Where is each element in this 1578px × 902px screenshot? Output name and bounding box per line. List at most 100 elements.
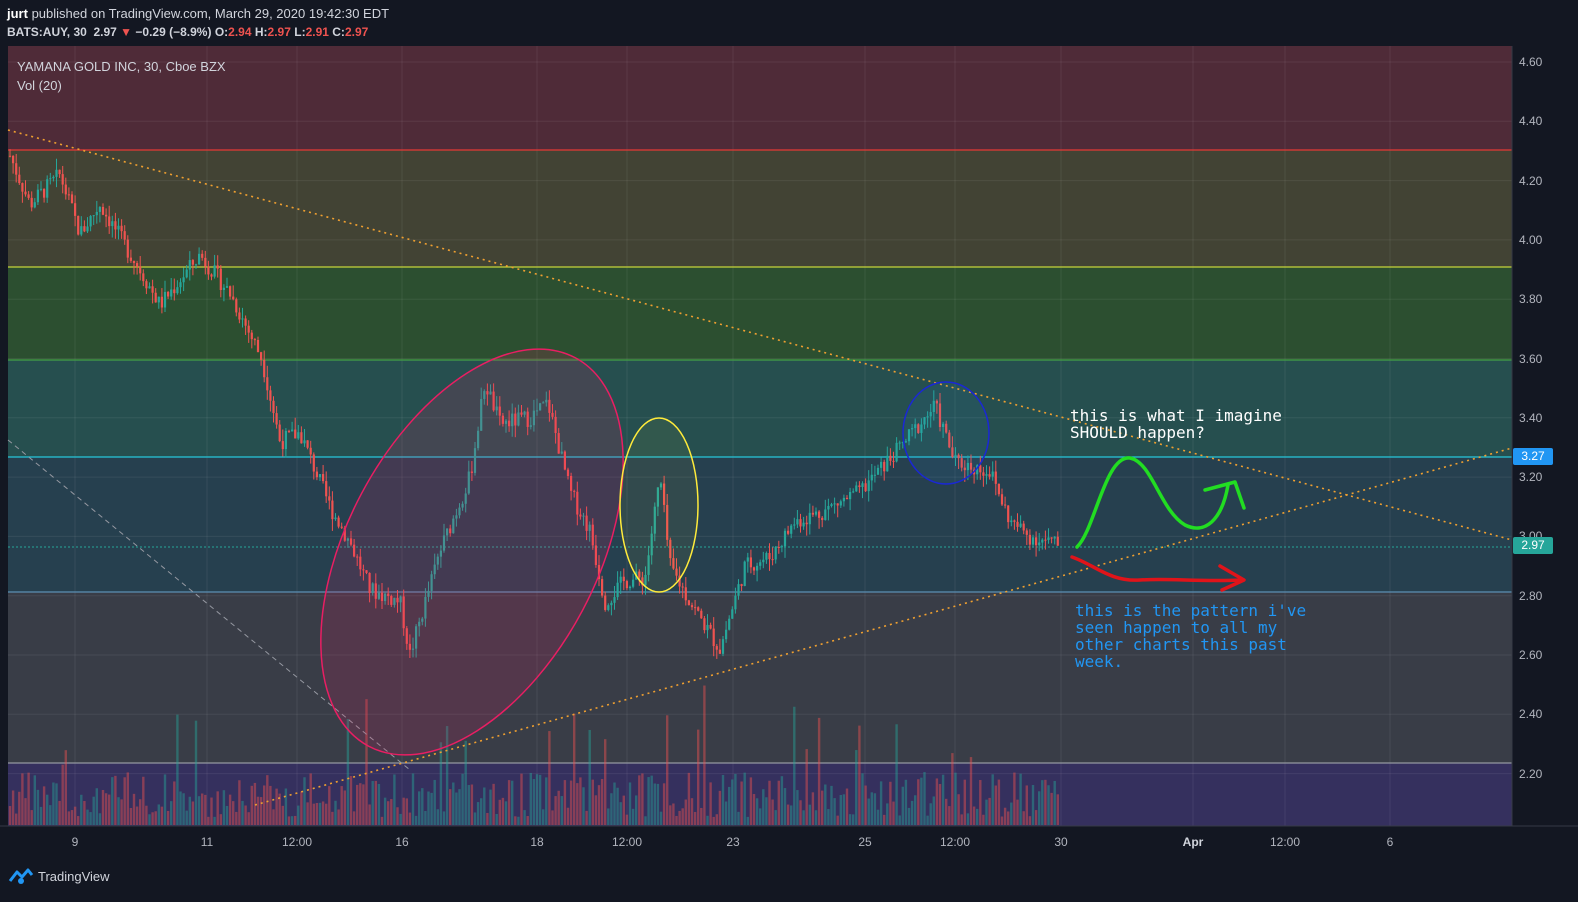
candle-body (768, 553, 771, 560)
volume-bar (706, 815, 709, 825)
volume-bar (194, 720, 198, 825)
green-arrowhead (1203, 480, 1246, 510)
high-label: H: (254, 25, 268, 39)
volume-bar (969, 757, 973, 825)
volume-bar (852, 814, 855, 825)
candle-body (294, 429, 297, 439)
candle-body (232, 296, 235, 300)
candle-body (182, 277, 185, 283)
volume-bar (790, 805, 793, 825)
volume-bar (250, 785, 253, 825)
candle-body (89, 216, 92, 227)
candle-body (387, 593, 390, 597)
candle-body (415, 626, 418, 649)
volume-bar (483, 787, 486, 825)
volume-bar (436, 809, 439, 825)
candle-body (864, 483, 867, 492)
candle-body (123, 231, 126, 240)
volume-bar (920, 777, 923, 825)
volume-bar (8, 806, 12, 825)
candle-body (759, 562, 762, 566)
drawings[interactable] (7, 129, 1513, 806)
volume-bar (433, 779, 436, 825)
author-name[interactable]: jurt (7, 6, 28, 21)
candle-body (349, 538, 353, 545)
volume-bar (135, 806, 139, 825)
candle-body (8, 155, 12, 157)
volume-bar (557, 790, 560, 825)
price-change: −0.29 (−8.9%) (135, 25, 212, 39)
candle-body (1031, 537, 1035, 545)
symbol-label[interactable]: BATS:AUY, 30 (7, 25, 87, 39)
volume-bar (201, 793, 204, 825)
candle-body (256, 339, 260, 353)
volume-bar (359, 783, 362, 825)
candle-body (597, 564, 601, 580)
volume-bar (210, 797, 213, 825)
volume-bar (334, 800, 337, 825)
volume-bar (290, 816, 294, 825)
candle-body (151, 286, 154, 293)
candle-body (291, 429, 294, 432)
candle-body (663, 483, 666, 505)
volume-bar (563, 780, 567, 825)
green-projection-arrow (1075, 456, 1230, 549)
volume-bar (1056, 794, 1059, 825)
volume-bar (647, 777, 650, 825)
candle-body (80, 226, 83, 235)
time-tick-label: 11 (200, 835, 214, 849)
zone-band (8, 360, 1512, 457)
candle-body (743, 561, 746, 586)
candle-body (842, 497, 845, 502)
volume-bar (160, 806, 164, 825)
volume-bar (464, 740, 467, 825)
tradingview-brand[interactable]: TradingView (38, 869, 110, 884)
candle-body (362, 569, 365, 571)
candle-body (167, 291, 170, 297)
annotation-imagine[interactable]: this is what I imagine SHOULD happen? (1070, 407, 1282, 441)
volume-bar (213, 816, 216, 825)
candle-body (331, 500, 334, 520)
volume-bar (669, 805, 672, 825)
candle-body (582, 515, 585, 517)
volume-bar (594, 795, 598, 825)
time-tick-label: 6 (1386, 835, 1394, 849)
candle-body (207, 266, 210, 275)
volume-bar (808, 804, 811, 825)
candle-body (18, 174, 21, 184)
volume-bar (126, 772, 129, 825)
volume-indicator-label[interactable]: Vol (20) (17, 78, 62, 93)
volume-bar (945, 798, 948, 825)
candle-body (880, 461, 883, 468)
volume-bar (402, 797, 405, 825)
volume-bar (731, 779, 734, 825)
candle-body (483, 391, 486, 400)
candle-body (948, 432, 951, 448)
tradingview-logo-icon[interactable] (8, 867, 34, 885)
volume-bar (33, 775, 36, 825)
candle-body (926, 416, 929, 418)
volume-bar (889, 781, 892, 825)
volume-bar (1047, 785, 1050, 825)
candle-body (632, 579, 635, 587)
annotation-pattern[interactable]: this is the pattern i've seen happen to … (1075, 602, 1306, 670)
candle-body (551, 412, 554, 417)
volume-bar (411, 773, 415, 825)
publish-info: jurt published on TradingView.com, March… (7, 6, 389, 21)
candle-body (740, 584, 743, 586)
candle-body (610, 602, 613, 606)
volume-bar (641, 773, 644, 825)
time-tick-label: Apr (1182, 835, 1204, 849)
candle-body (573, 490, 576, 492)
candle-body (870, 474, 873, 481)
candle-body (154, 292, 157, 303)
volume-bar (179, 791, 182, 825)
volume-bar (328, 786, 331, 825)
candle-body (201, 253, 204, 258)
volume-bar (737, 811, 740, 825)
volume-bar (473, 812, 477, 825)
candle-body (960, 458, 963, 468)
candle-body (188, 260, 191, 270)
candle-body (421, 618, 424, 622)
